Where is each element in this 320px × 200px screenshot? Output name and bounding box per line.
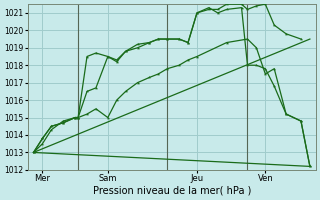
X-axis label: Pression niveau de la mer( hPa ): Pression niveau de la mer( hPa ) [92,186,251,196]
